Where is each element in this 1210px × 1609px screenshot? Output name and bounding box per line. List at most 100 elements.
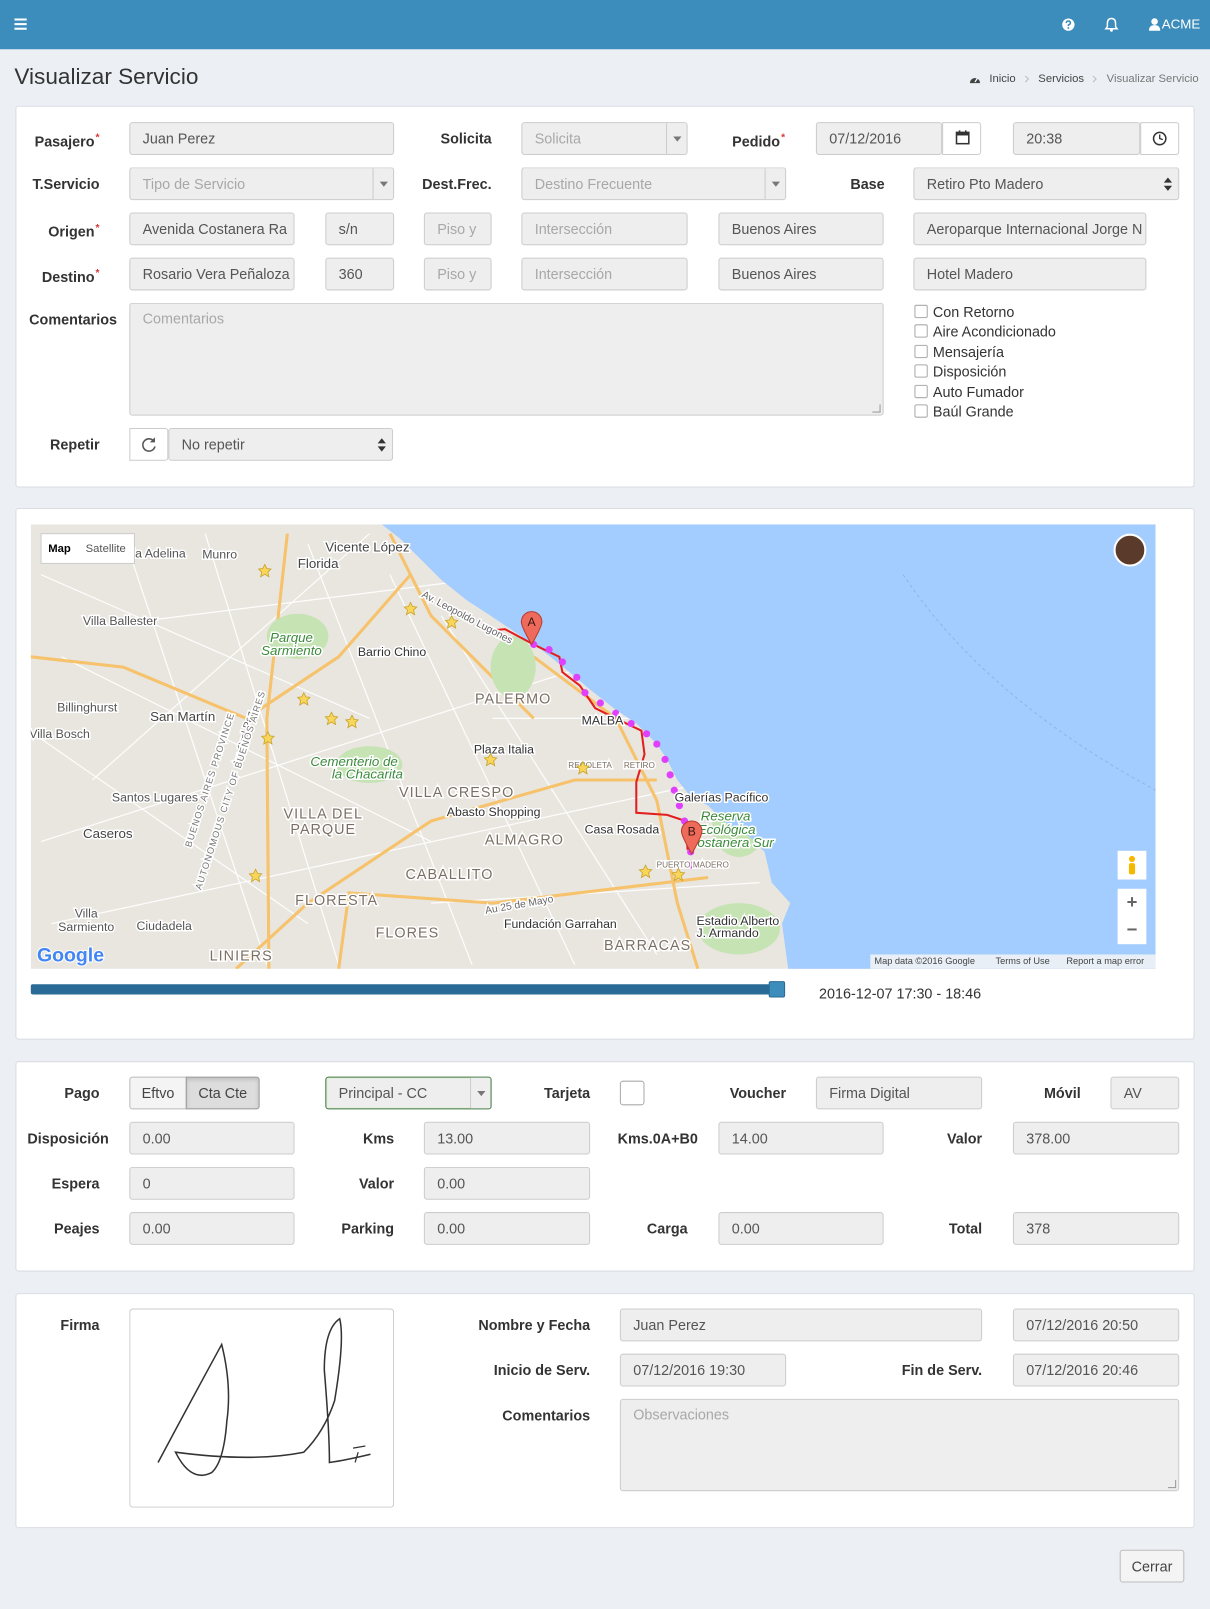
time-slider[interactable]	[30, 984, 784, 995]
input[interactable]: 360	[325, 257, 395, 291]
slider-handle[interactable]	[768, 981, 786, 998]
input-placeholder[interactable]: Observaciones	[619, 1398, 1180, 1492]
required-mark: *	[95, 222, 100, 234]
field-label: Kms.0A+B0	[472, 1128, 698, 1149]
map-tab[interactable]: Satellite	[86, 543, 126, 555]
option-checkbox[interactable]: Mensajería	[914, 343, 1004, 361]
resize-grip	[872, 404, 881, 413]
input[interactable]: 378	[1012, 1212, 1180, 1245]
clock-button[interactable]	[1140, 122, 1180, 155]
breadcrumb-item[interactable]: Servicios	[1038, 72, 1085, 86]
input[interactable]: Hotel Madero	[913, 257, 1147, 291]
avatar[interactable]	[1113, 533, 1147, 567]
option-checkbox[interactable]: Con Retorno	[914, 303, 1014, 321]
input-placeholder[interactable]: Solicita	[521, 122, 688, 155]
option-checkbox[interactable]: Aire Acondicionado	[914, 322, 1056, 340]
payment-option[interactable]: Eftvo	[129, 1076, 187, 1110]
input[interactable]: s/n	[325, 212, 395, 246]
label-text: Solicita	[440, 130, 492, 147]
map-label: Plaza Italia	[474, 742, 534, 756]
input[interactable]: No repetir	[168, 427, 394, 461]
map-label: Florida	[298, 556, 339, 571]
repeat-button[interactable]	[129, 427, 169, 461]
field-label: Pago	[0, 1083, 99, 1104]
card-checkbox[interactable]	[619, 1080, 645, 1106]
notifications-icon[interactable]	[1104, 16, 1119, 32]
marker-b[interactable]	[680, 820, 703, 855]
input-placeholder[interactable]: Piso y	[423, 257, 492, 291]
track-point	[558, 658, 566, 666]
calendar-button[interactable]	[942, 122, 982, 155]
map-label: Ciudadela	[137, 919, 193, 933]
field-label: Origen*	[0, 219, 100, 242]
input-placeholder[interactable]: Piso y	[423, 212, 492, 246]
payment-option-active[interactable]: Cta Cte	[185, 1076, 260, 1110]
field-label: Fin de Serv.	[756, 1360, 982, 1381]
report-link[interactable]: Report a map error	[1066, 956, 1144, 966]
input-placeholder[interactable]: Destino Frecuente	[521, 167, 787, 201]
map-label: Santos Lugares	[112, 791, 198, 805]
input[interactable]: 378.00	[1012, 1121, 1180, 1155]
input[interactable]: 0.00	[423, 1212, 591, 1245]
input[interactable]: Avenida Costanera Ra	[129, 212, 295, 246]
poi-star	[257, 563, 272, 578]
marker-label: A	[528, 615, 537, 629]
input[interactable]: 0.00	[718, 1212, 884, 1245]
input[interactable]: 0.00	[129, 1121, 295, 1155]
zoom-in[interactable]: +	[1127, 891, 1138, 912]
track-point	[675, 802, 683, 810]
close-button[interactable]: Cerrar	[1119, 1549, 1185, 1583]
input[interactable]: 13.00	[423, 1121, 591, 1155]
input[interactable]: 0.00	[423, 1166, 591, 1200]
input[interactable]: 07/12/2016	[815, 122, 943, 155]
input[interactable]: Firma Digital	[815, 1076, 983, 1110]
attribution-bar	[870, 954, 1156, 969]
input[interactable]: Aeroparque Internacional Jorge N	[913, 212, 1147, 246]
input-placeholder[interactable]: Comentarios	[129, 302, 884, 416]
input[interactable]: 14.00	[718, 1121, 884, 1155]
field-label: Espera	[0, 1173, 100, 1194]
label-text: Inicio de Serv.	[493, 1361, 591, 1379]
input[interactable]: 0.00	[129, 1212, 295, 1245]
input[interactable]: Juan Perez	[129, 122, 395, 155]
input[interactable]: 07/12/2016 19:30	[619, 1353, 787, 1387]
input[interactable]: Principal - CC	[325, 1076, 492, 1110]
option-label: Baúl Grande	[932, 403, 1014, 420]
input-placeholder[interactable]: Intersección	[521, 212, 688, 246]
input[interactable]: Retiro Pto Madero	[913, 167, 1180, 201]
label-text: Carga	[646, 1220, 688, 1237]
help-icon[interactable]	[1061, 17, 1075, 31]
input-placeholder[interactable]: Tipo de Servicio	[129, 167, 395, 201]
track-point	[573, 673, 581, 681]
terms-link[interactable]: Terms of Use	[996, 956, 1050, 966]
poi-star	[671, 867, 686, 882]
option-checkbox[interactable]: Auto Fumador	[914, 383, 1024, 401]
label-text: T.Servicio	[32, 175, 100, 192]
input[interactable]: AV	[1110, 1076, 1180, 1110]
boundary	[902, 574, 1156, 791]
input[interactable]: 0	[129, 1166, 295, 1200]
track-point	[596, 699, 604, 707]
option-checkbox[interactable]: Disposición	[914, 362, 1006, 380]
input[interactable]: Rosario Vera Peñaloza	[129, 257, 295, 291]
track-point	[689, 861, 697, 869]
menu-toggle[interactable]	[14, 17, 28, 31]
input[interactable]: Buenos Aires	[718, 257, 884, 291]
marker-a[interactable]	[520, 611, 543, 646]
input-placeholder[interactable]: Intersección	[521, 257, 688, 291]
map-tab[interactable]: Map	[48, 543, 71, 555]
poi-star	[575, 760, 590, 775]
input[interactable]: Juan Perez	[619, 1308, 983, 1342]
input[interactable]: 20:38	[1012, 122, 1141, 155]
input[interactable]: 07/12/2016 20:46	[1012, 1353, 1180, 1387]
map-label: PUERTO MADERO	[657, 860, 729, 869]
poi-star	[444, 614, 459, 629]
zoom-out[interactable]: −	[1127, 919, 1138, 940]
user-name[interactable]: ACME	[1161, 16, 1201, 32]
option-checkbox[interactable]: Baúl Grande	[914, 402, 1014, 420]
input[interactable]: 07/12/2016 20:50	[1012, 1308, 1180, 1342]
input[interactable]: Buenos Aires	[718, 212, 884, 246]
breadcrumb-item[interactable]: Inicio	[989, 72, 1016, 86]
